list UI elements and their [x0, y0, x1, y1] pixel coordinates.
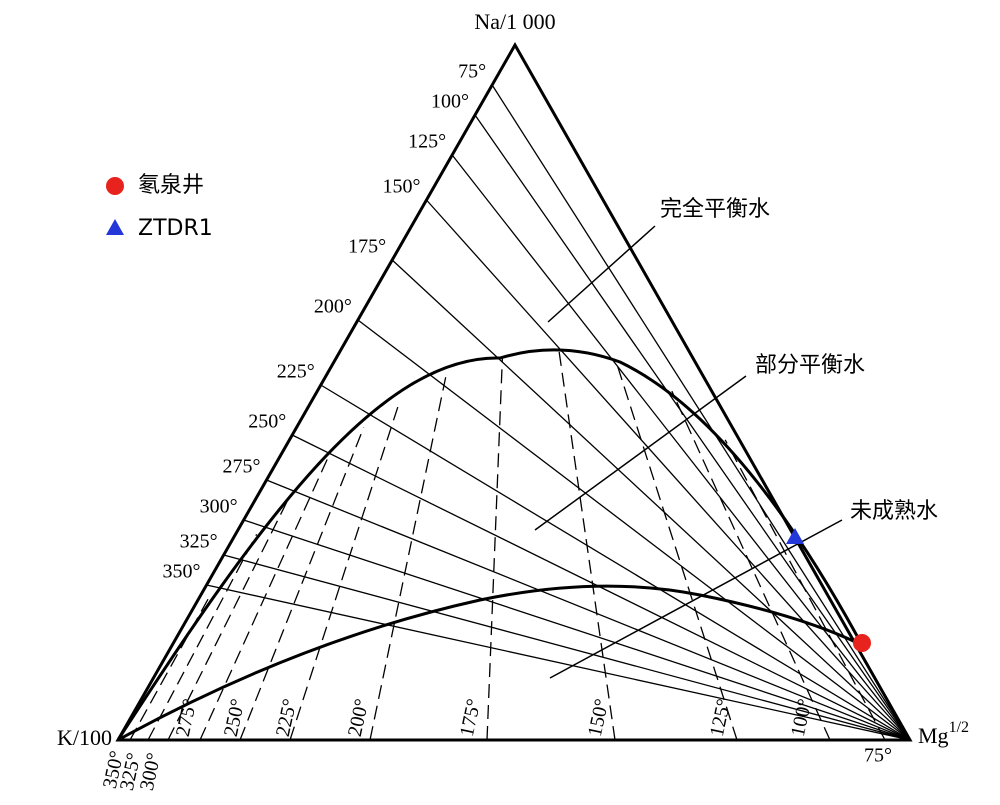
- na-k-isotherm-label: 150°: [382, 176, 420, 198]
- vertex-label: Mg1/2: [918, 719, 969, 748]
- k-mg-isotherm: [199, 457, 329, 741]
- na-k-isotherm: [391, 259, 911, 741]
- k-mg-isotherm: [289, 402, 400, 741]
- k-mg-isotherm-label: 125°: [706, 697, 735, 739]
- legend-marker: [106, 177, 124, 195]
- sample-point: [853, 634, 871, 652]
- k-mg-isotherm: [724, 439, 886, 741]
- partial-equilibrium-curve: [117, 584, 863, 742]
- vertex-label-base: Mg: [918, 723, 949, 748]
- k-mg-isotherm-label: 250°: [220, 697, 249, 739]
- leader-line: [534, 375, 747, 531]
- na-k-isotherm-label: 200°: [314, 296, 352, 318]
- sample-point: [786, 528, 804, 544]
- na-k-isotherm: [320, 384, 911, 741]
- k-mg-isotherm: [369, 377, 447, 741]
- leader-line: [549, 519, 843, 679]
- region-label: 完全平衡水: [660, 197, 770, 222]
- k-mg-isotherm: [486, 357, 504, 741]
- k-mg-isotherm-label: 225°: [272, 697, 301, 739]
- na-k-isotherm-label: 175°: [348, 236, 386, 258]
- k-mg-isotherm-label: 75°: [864, 745, 892, 767]
- na-k-isotherm: [206, 584, 911, 741]
- na-k-isotherm-label: 225°: [277, 361, 315, 383]
- k-mg-isotherm: [558, 350, 616, 741]
- region-label: 部分平衡水: [755, 353, 865, 378]
- k-mg-isotherm-label: 150°: [584, 697, 613, 739]
- k-mg-isotherm: [239, 427, 365, 741]
- full-equilibrium-curve: [116, 348, 864, 741]
- na-k-isotherm: [425, 199, 911, 741]
- legend-label: 氡泉井: [138, 173, 204, 198]
- legend-label: ZTDR1: [138, 216, 213, 241]
- vertex-label: K/100: [57, 725, 112, 750]
- k-mg-isotherm: [147, 533, 258, 741]
- k-mg-isotherm-label: 175°: [456, 697, 485, 739]
- na-k-isotherm-label: 75°: [458, 61, 486, 83]
- na-k-isotherm-label: 125°: [408, 131, 446, 153]
- na-k-isotherm: [357, 319, 911, 741]
- k-mg-isotherm: [167, 496, 291, 741]
- na-k-isotherm-label: 300°: [200, 496, 238, 518]
- na-k-isotherm: [474, 114, 911, 741]
- k-mg-isotherm: [671, 390, 831, 741]
- k-mg-isotherm-label: 275°: [172, 697, 201, 739]
- legend-marker: [106, 219, 124, 235]
- k-mg-isotherm-label: 200°: [344, 697, 373, 739]
- vertex-label: Na/1 000: [474, 9, 555, 34]
- na-k-isotherm-label: 350°: [163, 561, 201, 583]
- na-k-isotherm: [266, 479, 911, 741]
- na-k-isotherm-label: 250°: [248, 411, 286, 433]
- na-k-isotherm-label: 325°: [180, 531, 218, 553]
- triangle-frame: [115, 41, 913, 742]
- region-label: 未成熟水: [850, 499, 938, 524]
- vertex-label-sup: 1/2: [949, 719, 969, 736]
- na-k-isotherm: [223, 554, 911, 741]
- na-k-isotherm-label: 100°: [431, 91, 469, 113]
- na-k-isotherm: [451, 154, 911, 741]
- k-mg-isotherm: [615, 360, 738, 741]
- leader-line: [547, 225, 656, 323]
- k-mg-isotherm-label: 100°: [787, 697, 816, 739]
- na-k-isotherm: [491, 84, 911, 741]
- na-k-isotherm-label: 275°: [223, 456, 261, 478]
- na-k-isotherm: [243, 519, 911, 741]
